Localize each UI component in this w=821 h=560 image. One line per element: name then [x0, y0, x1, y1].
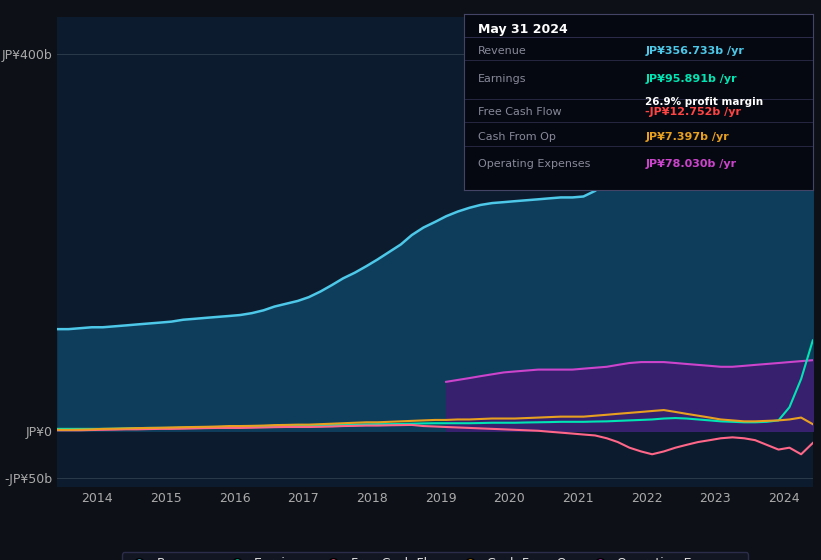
Text: Cash From Op: Cash From Op — [478, 132, 556, 142]
Text: JP¥356.733b /yr: JP¥356.733b /yr — [645, 46, 744, 56]
Text: Revenue: Revenue — [478, 46, 526, 56]
Text: May 31 2024: May 31 2024 — [478, 23, 567, 36]
Text: Free Cash Flow: Free Cash Flow — [478, 108, 562, 118]
Legend: Revenue, Earnings, Free Cash Flow, Cash From Op, Operating Expenses: Revenue, Earnings, Free Cash Flow, Cash … — [122, 552, 749, 560]
Text: -JP¥12.752b /yr: -JP¥12.752b /yr — [645, 108, 741, 118]
Text: Operating Expenses: Operating Expenses — [478, 158, 590, 169]
Text: JP¥95.891b /yr: JP¥95.891b /yr — [645, 74, 737, 84]
Text: Earnings: Earnings — [478, 74, 526, 84]
Text: JP¥78.030b /yr: JP¥78.030b /yr — [645, 158, 736, 169]
Text: JP¥7.397b /yr: JP¥7.397b /yr — [645, 132, 729, 142]
Text: 26.9% profit margin: 26.9% profit margin — [645, 97, 764, 107]
